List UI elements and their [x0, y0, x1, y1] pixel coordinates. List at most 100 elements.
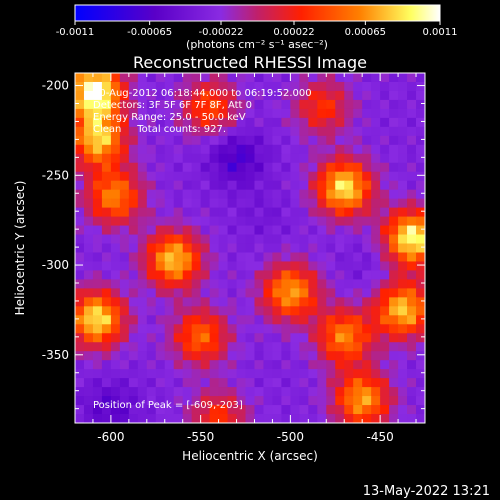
- heatmap-cell: [272, 81, 283, 92]
- heatmap-cell: [155, 378, 166, 388]
- heatmap-cell: [299, 162, 309, 173]
- heatmap-cell: [371, 261, 381, 272]
- heatmap-cell: [317, 234, 327, 245]
- heatmap-cell: [218, 360, 229, 370]
- heatmap-cell: [146, 216, 157, 227]
- heatmap-cell: [110, 324, 121, 334]
- heatmap-cell: [398, 387, 408, 397]
- heatmap-cell: [182, 369, 193, 379]
- heatmap-cell: [371, 351, 381, 361]
- heatmap-cell: [209, 135, 220, 146]
- heatmap-cell: [299, 216, 309, 227]
- heatmap-cell: [236, 333, 247, 343]
- heatmap-cell: [191, 180, 202, 191]
- heatmap-cell: [254, 198, 265, 209]
- heatmap-cell: [416, 387, 425, 397]
- heatmap-cell: [128, 324, 139, 334]
- heatmap-cell: [362, 99, 372, 110]
- heatmap-cell: [83, 117, 94, 128]
- heatmap-cell: [173, 162, 184, 173]
- heatmap-cell: [182, 108, 193, 119]
- heatmap-cell: [92, 108, 103, 119]
- heatmap-cell: [191, 279, 202, 289]
- heatmap-cell: [290, 342, 300, 352]
- heatmap-cell: [245, 126, 256, 137]
- heatmap-cell: [182, 180, 193, 191]
- heatmap-cell: [299, 126, 309, 137]
- heatmap-cell: [75, 324, 85, 334]
- heatmap-cell: [407, 387, 417, 397]
- heatmap-cell: [389, 180, 399, 191]
- heatmap-cell: [245, 297, 256, 307]
- heatmap-cell: [335, 261, 345, 272]
- heatmap-cell: [371, 198, 381, 209]
- heatmap-cell: [218, 207, 229, 218]
- heatmap-cell: [137, 117, 148, 128]
- heatmap-cell: [101, 234, 112, 245]
- heatmap-cell: [362, 405, 372, 415]
- heatmap-cell: [398, 279, 408, 289]
- heatmap-cell: [110, 90, 121, 101]
- heatmap-cell: [344, 324, 354, 334]
- heatmap-cell: [326, 198, 336, 209]
- heatmap-cell: [299, 387, 309, 397]
- heatmap-cell: [173, 73, 184, 83]
- heatmap-cell: [335, 360, 345, 370]
- heatmap-cell: [299, 189, 309, 200]
- heatmap-cell: [227, 387, 238, 397]
- heatmap-cell: [299, 324, 309, 334]
- heatmap-cell: [164, 99, 175, 110]
- heatmap-cell: [407, 189, 417, 200]
- heatmap-cell: [272, 351, 283, 361]
- heatmap-cell: [389, 162, 399, 173]
- heatmap-cell: [128, 387, 139, 397]
- heatmap-cell: [407, 414, 417, 423]
- heatmap-cell: [101, 360, 112, 370]
- heatmap-cell: [137, 342, 148, 352]
- heatmap-cell: [155, 126, 166, 137]
- heatmap-cell: [227, 405, 238, 415]
- heatmap-cell: [290, 387, 300, 397]
- heatmap-cell: [119, 171, 130, 182]
- heatmap-cell: [146, 180, 157, 191]
- x-tick-label: -600: [97, 430, 124, 444]
- heatmap-cell: [137, 144, 148, 155]
- heatmap-cell: [290, 216, 300, 227]
- heatmap-cell: [218, 180, 229, 191]
- heatmap-cell: [272, 144, 283, 155]
- heatmap-cell: [245, 81, 256, 92]
- heatmap-cell: [191, 234, 202, 245]
- heatmap-cell: [362, 360, 372, 370]
- heatmap-cell: [128, 99, 139, 110]
- heatmap-cell: [75, 180, 85, 191]
- heatmap-cell: [155, 261, 166, 272]
- heatmap-cell: [128, 297, 139, 307]
- heatmap-cell: [218, 396, 229, 406]
- heatmap-cell: [227, 351, 238, 361]
- colorbar-units-label: (photons cm⁻² s⁻¹ asec⁻²): [186, 38, 328, 51]
- heatmap-cell: [371, 108, 381, 119]
- heatmap-cell: [128, 135, 139, 146]
- heatmap-cell: [245, 144, 256, 155]
- heatmap-cell: [344, 369, 354, 379]
- heatmap-cell: [326, 315, 336, 325]
- heatmap-cell: [371, 81, 381, 92]
- heatmap-cell: [75, 171, 85, 182]
- heatmap-cell: [83, 126, 94, 137]
- heatmap-cell: [155, 73, 166, 83]
- heatmap-cell: [218, 81, 229, 92]
- heatmap-cell: [110, 387, 121, 397]
- heatmap-cell: [146, 297, 157, 307]
- heatmap-cell: [137, 225, 148, 236]
- heatmap-cell: [110, 117, 121, 128]
- heatmap-cell: [209, 351, 220, 361]
- heatmap-cell: [101, 351, 112, 361]
- heatmap-cell: [317, 99, 327, 110]
- heatmap-cell: [173, 396, 184, 406]
- heatmap-cell: [137, 198, 148, 209]
- heatmap-cell: [263, 351, 274, 361]
- heatmap-cell: [290, 189, 300, 200]
- heatmap-cell: [245, 180, 256, 191]
- heatmap-cell: [83, 216, 94, 227]
- heatmap-cell: [299, 73, 309, 83]
